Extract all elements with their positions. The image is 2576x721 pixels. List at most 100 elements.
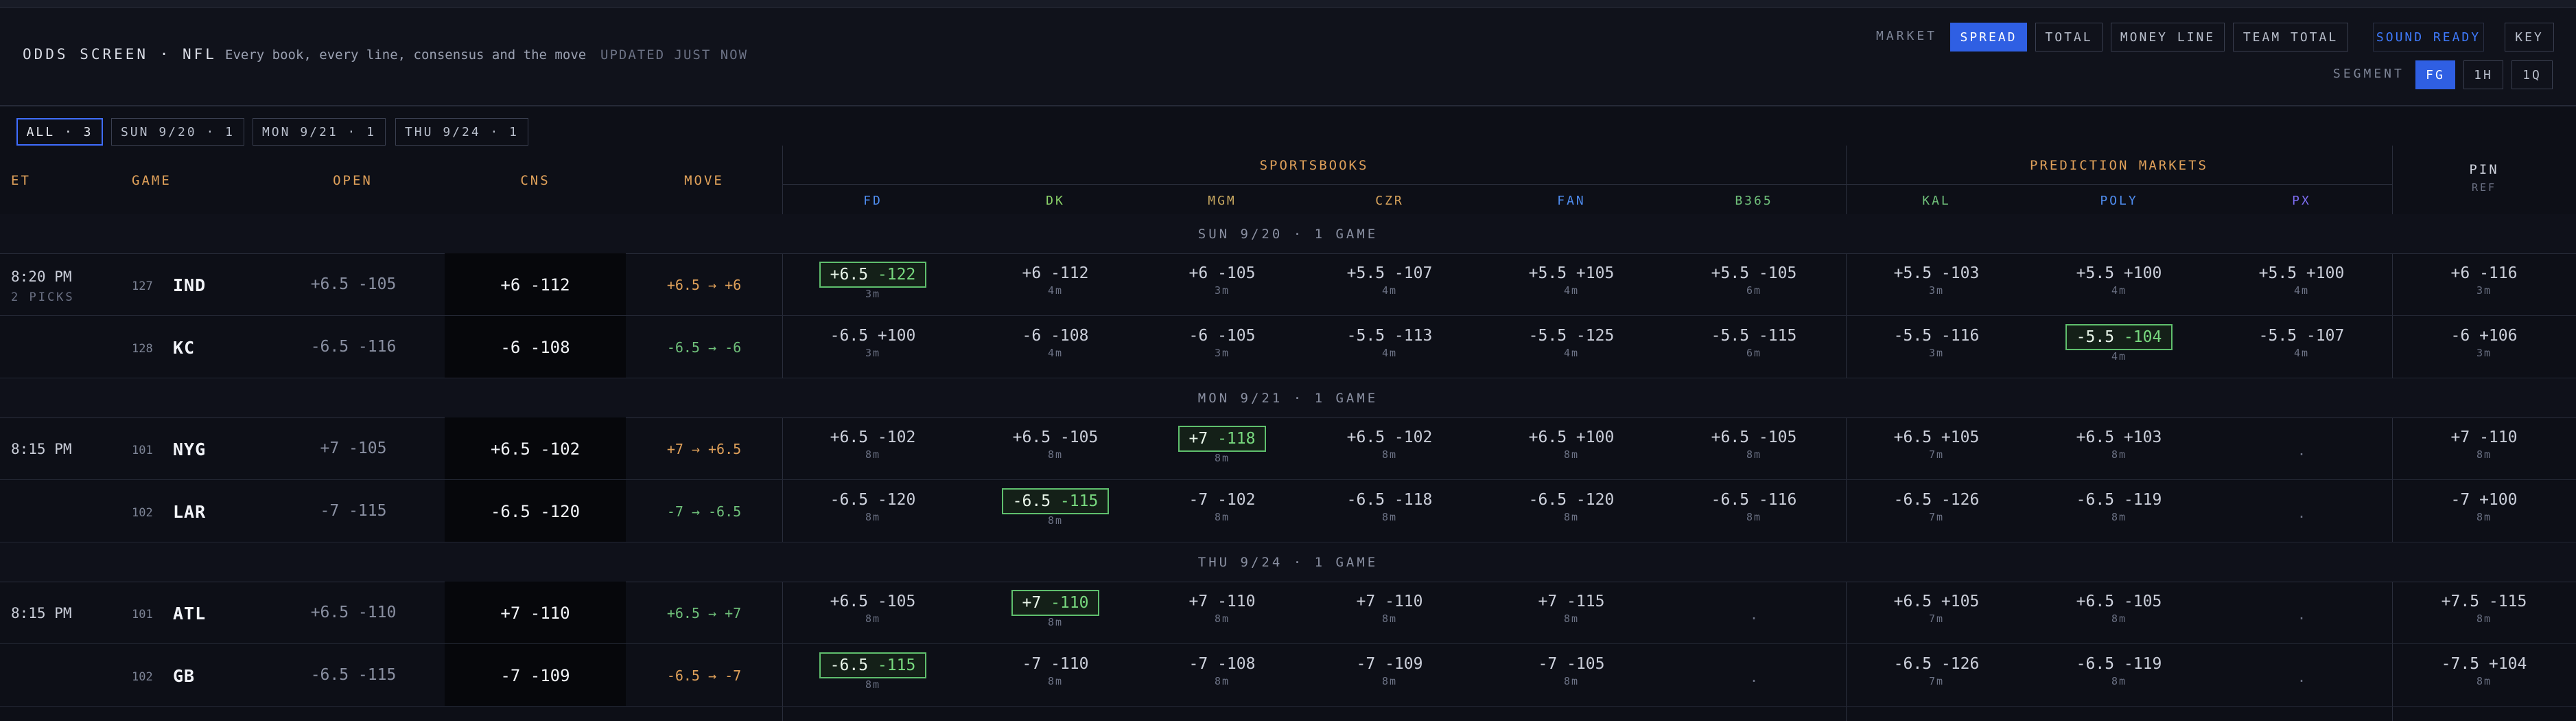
odds-cell-b365[interactable]: -6.5 -116 8m	[1672, 491, 1836, 523]
pin-ref-cell[interactable]: -6 +106 3m	[2402, 327, 2566, 359]
odds-cell-px[interactable]: .	[2219, 505, 2384, 521]
odds-cell-fan[interactable]: +5.5 +105 4m	[1489, 264, 1654, 297]
odds-cell-dk[interactable]: +7 -110 8m	[973, 590, 1138, 628]
line-age: 8m	[1563, 675, 1580, 687]
odds-cell-px[interactable]: .	[2219, 606, 2384, 623]
table-row[interactable]: 128 KC -6.5 -116 -6 -108 -6.5 → -6 -6.5 +100 3…	[0, 316, 2576, 378]
market-total-button[interactable]: TOTAL	[2035, 23, 2103, 52]
market-spread-button[interactable]: SPREAD	[1950, 23, 2027, 52]
segment-1h-button[interactable]: 1H	[2463, 60, 2503, 89]
odds-cell-fd[interactable]: +6.5 -102 8m	[791, 428, 955, 461]
odds-cell-fd[interactable]: +6.5 -105 8m	[791, 593, 955, 625]
segment-fg-button[interactable]: FG	[2415, 60, 2455, 89]
odds-cell-kal[interactable]: -6.5 -126 7m	[1854, 655, 2019, 687]
point-spread: +5.5	[1346, 264, 1394, 282]
pin-ref-cell[interactable]: +7.5 -115 8m	[2402, 593, 2566, 625]
open-line: +7 -105	[320, 439, 387, 457]
pin-ref-cell[interactable]: +7 -110 8m	[2402, 428, 2566, 461]
odds-cell-fan[interactable]: -6.5 -120 8m	[1489, 491, 1654, 523]
segment-1q-button[interactable]: 1Q	[2511, 60, 2553, 89]
pin-ref-cell[interactable]: -7.5 +104 8m	[2402, 655, 2566, 687]
table-row[interactable]: 102 LAR -7 -115 -6.5 -120 -7 → -6.5 -6.5 -120…	[0, 480, 2576, 542]
price: -105	[1217, 327, 1256, 345]
odds-cell-poly[interactable]: +6.5 +103 8m	[2037, 428, 2201, 461]
odds-cell-b365[interactable]: .	[1672, 669, 1836, 685]
odds-cell-czr[interactable]: -7 -109 8m	[1307, 655, 1472, 687]
tab-mon-9-21[interactable]: MON 9/21 · 1	[253, 118, 386, 146]
odds-cell-dk[interactable]: +6 -112 4m	[973, 264, 1138, 297]
line-age: 4m	[1381, 347, 1398, 359]
odds-cell-b365[interactable]: -5.5 -115 6m	[1672, 327, 1836, 359]
odds-cell-kal[interactable]: +6.5 +105 7m	[1854, 593, 2019, 625]
odds-value: -6.5 +100	[791, 327, 955, 345]
odds-cell-fd[interactable]: -6.5 -120 8m	[791, 491, 955, 523]
table-row[interactable]: 8:15 PM 101 ATL +6.5 -110 +7 -110 +6.5 → +7 +6…	[0, 582, 2576, 644]
pin-ref-cell[interactable]: +6 -116 3m	[2402, 264, 2566, 297]
odds-cell-px[interactable]: .	[2219, 442, 2384, 459]
odds-cell-fan[interactable]: -7 -105 8m	[1489, 655, 1654, 687]
updated-status: UPDATED JUST NOW	[600, 47, 749, 62]
odds-cell-kal[interactable]: -5.5 -116 3m	[1854, 327, 2019, 359]
odds-cell-mgm[interactable]: +6 -105 3m	[1140, 264, 1304, 297]
point-spread: -7	[1022, 655, 1051, 673]
odds-cell-mgm[interactable]: +7 -118 8m	[1140, 426, 1304, 464]
odds-cell-fd[interactable]: +6.5 -122 3m	[791, 262, 955, 300]
odds-cell-fan[interactable]: +6.5 +100 8m	[1489, 428, 1654, 461]
team-name: NYG	[173, 439, 207, 459]
odds-cell-mgm[interactable]: -7 -108 8m	[1140, 655, 1304, 687]
tab-all[interactable]: ALL · 3	[16, 118, 103, 146]
key-button[interactable]: KEY	[2505, 23, 2554, 52]
odds-cell-fd[interactable]: -6.5 -115 8m	[791, 652, 955, 691]
odds-cell-px[interactable]: +5.5 +100 4m	[2219, 264, 2384, 297]
market-teamtotal-button[interactable]: TEAM TOTAL	[2233, 23, 2348, 52]
odds-cell-fan[interactable]: +7 -115 8m	[1489, 593, 1654, 625]
market-label: MARKET	[1876, 29, 1938, 43]
point-spread: -5.5	[1346, 327, 1394, 345]
tab-thu-9-24[interactable]: THU 9/24 · 1	[395, 118, 528, 146]
team-name: LAR	[173, 502, 207, 522]
odds-cell-px[interactable]: .	[2219, 669, 2384, 685]
price: -110	[1051, 655, 1089, 673]
odds-cell-poly[interactable]: +6.5 -105 8m	[2037, 593, 2201, 625]
pin-ref-cell[interactable]: -7 +100 8m	[2402, 491, 2566, 523]
odds-cell-kal[interactable]: +6.5 +105 7m	[1854, 428, 2019, 461]
odds-cell-czr[interactable]: -6.5 -118 8m	[1307, 491, 1472, 523]
table-row[interactable]: 8:15 PM 101 NYG +7 -105 +6.5 -102 +7 → +6.5 +6…	[0, 417, 2576, 480]
odds-cell-poly[interactable]: -5.5 -104 4m	[2037, 324, 2201, 363]
table-row[interactable]: 8:20 PM 2 PICKS 127 IND +6.5 -105 +6 -112 +6.5…	[0, 253, 2576, 316]
price: -107	[2306, 327, 2345, 345]
odds-cell-czr[interactable]: +5.5 -107 4m	[1307, 264, 1472, 297]
odds-cell-czr[interactable]: -5.5 -113 4m	[1307, 327, 1472, 359]
odds-cell-poly[interactable]: -6.5 -119 8m	[2037, 655, 2201, 687]
odds-cell-b365[interactable]: +5.5 -105 6m	[1672, 264, 1836, 297]
odds-value: +5.5 -103	[1854, 264, 2019, 282]
odds-cell-kal[interactable]: +5.5 -103 3m	[1854, 264, 2019, 297]
sound-toggle-button[interactable]: SOUND READY	[2373, 23, 2484, 52]
odds-cell-fan[interactable]: -5.5 -125 4m	[1489, 327, 1654, 359]
odds-cell-czr[interactable]: +6.5 -102 8m	[1307, 428, 1472, 461]
odds-cell-mgm[interactable]: +7 -110 8m	[1140, 593, 1304, 625]
table-row[interactable]: 102 GB -6.5 -115 -7 -109 -6.5 → -7 -6.5 -115 8…	[0, 644, 2576, 707]
odds-cell-fd[interactable]: -6.5 +100 3m	[791, 327, 955, 359]
line-age: 8m	[1746, 511, 1762, 523]
odds-cell-px[interactable]: -5.5 -107 4m	[2219, 327, 2384, 359]
point-spread: -6.5	[1528, 491, 1576, 509]
odds-cell-dk[interactable]: -6 -108 4m	[973, 327, 1138, 359]
tab-sun-9-20[interactable]: SUN 9/20 · 1	[111, 118, 244, 146]
price: -103	[1941, 264, 1980, 282]
odds-cell-kal[interactable]: -6.5 -126 7m	[1854, 491, 2019, 523]
odds-cell-mgm[interactable]: -6 -105 3m	[1140, 327, 1304, 359]
odds-cell-dk[interactable]: +6.5 -105 8m	[973, 428, 1138, 461]
odds-cell-poly[interactable]: -6.5 -119 8m	[2037, 491, 2201, 523]
market-moneyline-button[interactable]: MONEY LINE	[2111, 23, 2225, 52]
odds-cell-dk[interactable]: -7 -110 8m	[973, 655, 1138, 687]
odds-cell-dk[interactable]: -6.5 -115 8m	[973, 488, 1138, 527]
odds-value: +6.5 +105	[1854, 428, 2019, 446]
odds-cell-mgm[interactable]: -7 -102 8m	[1140, 491, 1304, 523]
line-move: -7 → -6.5	[666, 503, 742, 520]
odds-cell-b365[interactable]: .	[1672, 606, 1836, 623]
odds-value: -6.5 -115	[973, 488, 1138, 514]
odds-cell-poly[interactable]: +5.5 +100 4m	[2037, 264, 2201, 297]
odds-cell-czr[interactable]: +7 -110 8m	[1307, 593, 1472, 625]
odds-cell-b365[interactable]: +6.5 -105 8m	[1672, 428, 1836, 461]
